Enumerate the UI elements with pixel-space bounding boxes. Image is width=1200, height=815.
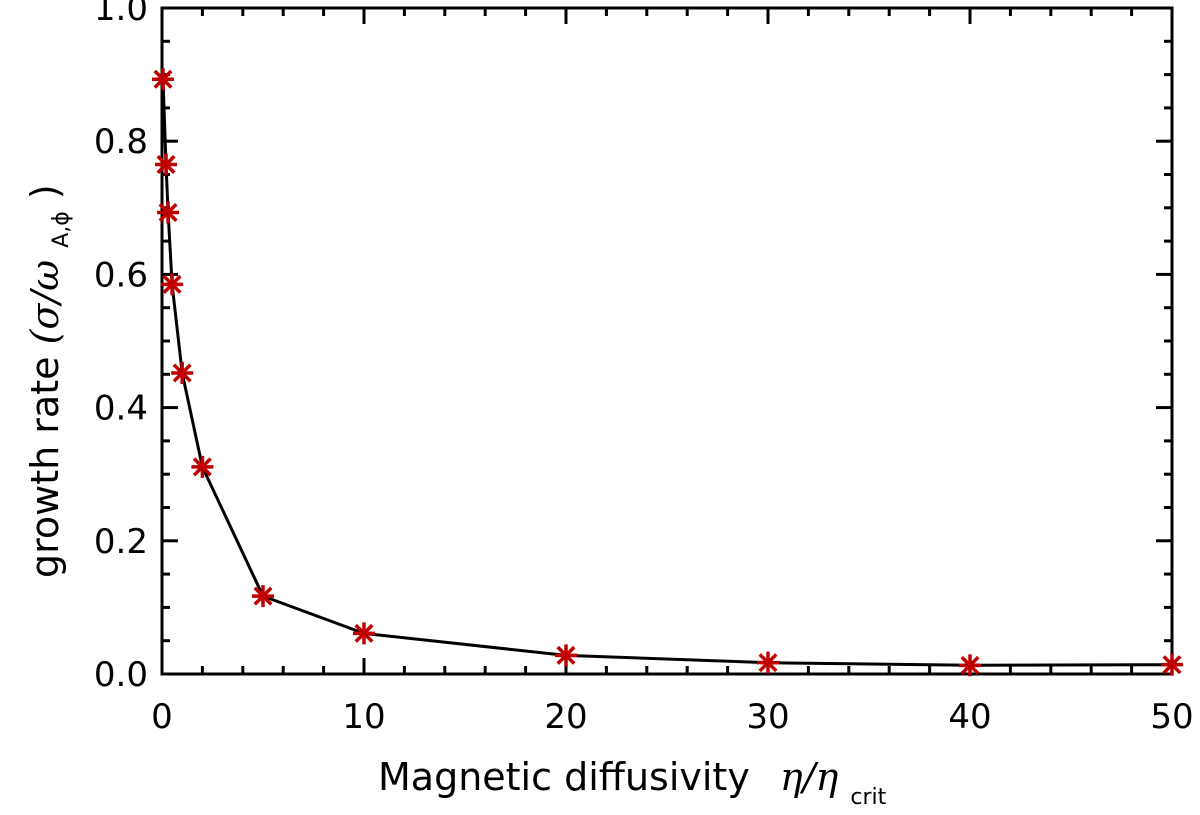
- marker-stroke: [960, 655, 980, 675]
- x-tick-labels: 0 10 20 30 40 50: [151, 697, 1193, 737]
- plot-frame: [160, 6, 1174, 676]
- x-axis-title: Magnetic diffusivity η/η crit: [378, 755, 887, 810]
- marker-stroke: [192, 457, 212, 477]
- data-point: [171, 361, 194, 384]
- x-tick-label: 20: [544, 697, 587, 737]
- x-axis-title-subscript: crit: [850, 785, 886, 810]
- data-point: [161, 273, 184, 296]
- axis-ticks: [160, 6, 1174, 676]
- data-point: [353, 622, 375, 645]
- y-tick-label: 0.2: [94, 522, 148, 562]
- y-tick-label: 0.0: [94, 655, 148, 695]
- y-tick-label: 0.8: [94, 122, 148, 162]
- data-point: [959, 654, 981, 677]
- y-tick-labels: 0.0 0.2 0.4 0.6 0.8 1.0: [94, 0, 148, 695]
- data-point: [152, 68, 175, 91]
- data-point: [155, 153, 178, 176]
- x-tick-label: 30: [746, 697, 789, 737]
- x-tick-label: 10: [342, 697, 385, 737]
- x-axis-title-main: Magnetic diffusivity: [378, 755, 750, 799]
- data-point: [1161, 653, 1183, 676]
- marker-stroke: [556, 645, 576, 665]
- x-axis-title-symbol: η/η: [780, 755, 839, 799]
- y-axis-title-symbol: (σ/ω: [23, 260, 67, 345]
- marker-stroke: [354, 623, 374, 643]
- y-axis-title-subscript: A,ϕ: [49, 211, 74, 248]
- marker-stroke: [1162, 655, 1182, 675]
- x-tick-label: 50: [1150, 697, 1193, 737]
- marker-stroke: [172, 363, 192, 383]
- y-tick-label: 1.0: [94, 0, 148, 29]
- marker-stroke: [153, 69, 173, 89]
- data-series: [152, 68, 1183, 677]
- data-point: [252, 585, 274, 608]
- marker-stroke: [158, 202, 178, 222]
- y-axis-title-main: growth rate: [23, 357, 67, 579]
- marker-stroke: [162, 274, 182, 294]
- data-point: [757, 651, 779, 674]
- y-tick-label: 0.4: [94, 389, 148, 429]
- marker-stroke: [253, 586, 273, 606]
- y-tick-label: 0.6: [94, 255, 148, 295]
- x-tick-label: 40: [948, 697, 991, 737]
- y-axis-title: growth rate (σ/ω A,ϕ ): [23, 184, 77, 578]
- series-line: [161, 79, 1173, 667]
- marker-stroke: [156, 155, 176, 174]
- y-axis-title-close: ): [23, 184, 67, 199]
- data-point: [191, 455, 214, 478]
- data-point: [555, 644, 577, 667]
- data-point: [157, 201, 180, 224]
- marker-stroke: [758, 653, 778, 673]
- x-tick-label: 0: [151, 697, 173, 737]
